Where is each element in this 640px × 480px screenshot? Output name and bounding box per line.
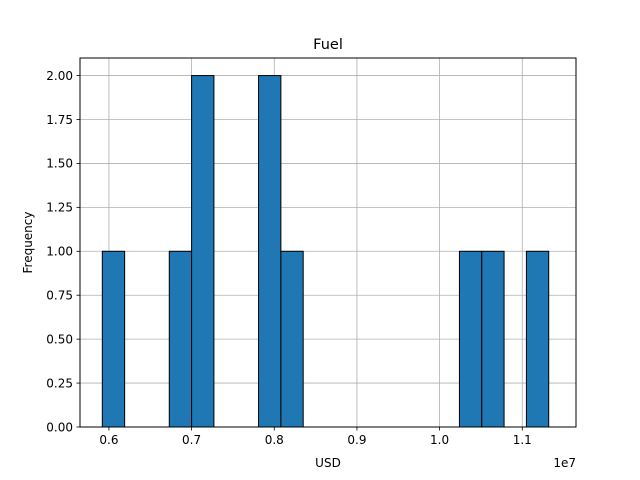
histogram-bar [525, 250, 550, 428]
y-tick-label: 1.00 [46, 245, 73, 259]
x-tick-label: 1.1 [513, 433, 532, 447]
histogram-bar [101, 250, 126, 428]
gridlines [80, 58, 576, 428]
y-axis-ticks: 0.00 0.25 0.50 0.75 1.00 1.25 1.50 1.75 2.00 [46, 69, 80, 434]
y-tick-label: 0.00 [46, 420, 73, 434]
histogram-bar [280, 250, 304, 428]
y-tick-label: 2.00 [46, 69, 73, 83]
y-tick-label: 0.25 [46, 376, 73, 390]
plot-frame [79, 57, 577, 428]
histogram-bar [481, 250, 505, 428]
y-tick-label: 0.75 [46, 289, 73, 303]
histogram-bars [101, 75, 550, 428]
x-tick-label: 1.0 [430, 433, 449, 447]
x-axis-ticks: 0.6 0.7 0.8 0.9 1.0 1.1 [99, 427, 532, 447]
histogram-bar [168, 250, 193, 428]
x-tick-label: 0.8 [265, 433, 284, 447]
histogram-bar [191, 75, 215, 428]
y-tick-label: 1.50 [46, 157, 73, 171]
y-tick-label: 1.25 [46, 201, 73, 215]
histogram-bar [458, 250, 483, 428]
y-tick-label: 1.75 [46, 113, 73, 127]
x-tick-label: 0.9 [347, 433, 366, 447]
x-axis-label: USD [315, 456, 341, 470]
x-tick-label: 0.7 [182, 433, 201, 447]
y-tick-label: 0.50 [46, 332, 73, 346]
histogram-bar [258, 75, 282, 428]
x-axis-offset-label: 1e7 [553, 456, 576, 470]
x-tick-label: 0.6 [99, 433, 118, 447]
chart-title: Fuel [313, 37, 343, 53]
y-axis-label: Frequency [21, 212, 35, 274]
